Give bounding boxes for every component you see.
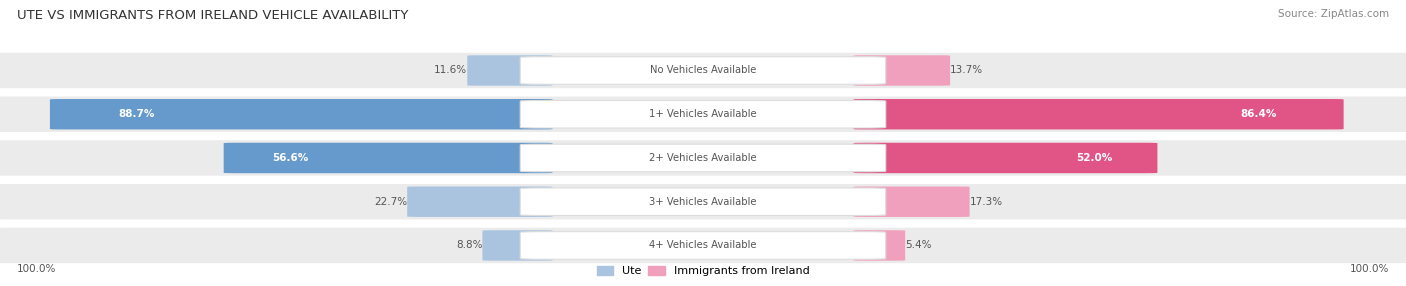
FancyBboxPatch shape xyxy=(520,144,886,172)
FancyBboxPatch shape xyxy=(853,55,950,86)
FancyBboxPatch shape xyxy=(467,55,553,86)
FancyBboxPatch shape xyxy=(853,99,1344,130)
Legend: Ute, Immigrants from Ireland: Ute, Immigrants from Ireland xyxy=(592,261,814,281)
Text: 17.3%: 17.3% xyxy=(970,197,1002,207)
Text: 52.0%: 52.0% xyxy=(1076,153,1112,163)
Text: 100.0%: 100.0% xyxy=(17,264,56,274)
Text: Source: ZipAtlas.com: Source: ZipAtlas.com xyxy=(1278,9,1389,19)
FancyBboxPatch shape xyxy=(482,230,553,261)
Text: 22.7%: 22.7% xyxy=(374,197,408,207)
FancyBboxPatch shape xyxy=(520,57,886,84)
FancyBboxPatch shape xyxy=(0,184,1406,219)
Text: 56.6%: 56.6% xyxy=(271,153,308,163)
Text: 5.4%: 5.4% xyxy=(905,241,932,251)
Text: No Vehicles Available: No Vehicles Available xyxy=(650,65,756,76)
FancyBboxPatch shape xyxy=(0,140,1406,176)
FancyBboxPatch shape xyxy=(853,230,905,261)
Text: UTE VS IMMIGRANTS FROM IRELAND VEHICLE AVAILABILITY: UTE VS IMMIGRANTS FROM IRELAND VEHICLE A… xyxy=(17,9,408,21)
Text: 1+ Vehicles Available: 1+ Vehicles Available xyxy=(650,109,756,119)
FancyBboxPatch shape xyxy=(224,143,553,173)
Text: 11.6%: 11.6% xyxy=(434,65,467,76)
FancyBboxPatch shape xyxy=(0,96,1406,132)
FancyBboxPatch shape xyxy=(520,188,886,215)
Text: 4+ Vehicles Available: 4+ Vehicles Available xyxy=(650,241,756,251)
FancyBboxPatch shape xyxy=(0,53,1406,88)
Text: 100.0%: 100.0% xyxy=(1350,264,1389,274)
Text: 86.4%: 86.4% xyxy=(1240,109,1277,119)
Text: 88.7%: 88.7% xyxy=(118,109,155,119)
Text: 13.7%: 13.7% xyxy=(950,65,983,76)
FancyBboxPatch shape xyxy=(51,99,553,130)
Text: 3+ Vehicles Available: 3+ Vehicles Available xyxy=(650,197,756,207)
FancyBboxPatch shape xyxy=(0,228,1406,263)
Text: 2+ Vehicles Available: 2+ Vehicles Available xyxy=(650,153,756,163)
FancyBboxPatch shape xyxy=(520,100,886,128)
Text: 8.8%: 8.8% xyxy=(456,241,482,251)
FancyBboxPatch shape xyxy=(853,186,970,217)
FancyBboxPatch shape xyxy=(408,186,553,217)
FancyBboxPatch shape xyxy=(520,232,886,259)
FancyBboxPatch shape xyxy=(853,143,1157,173)
